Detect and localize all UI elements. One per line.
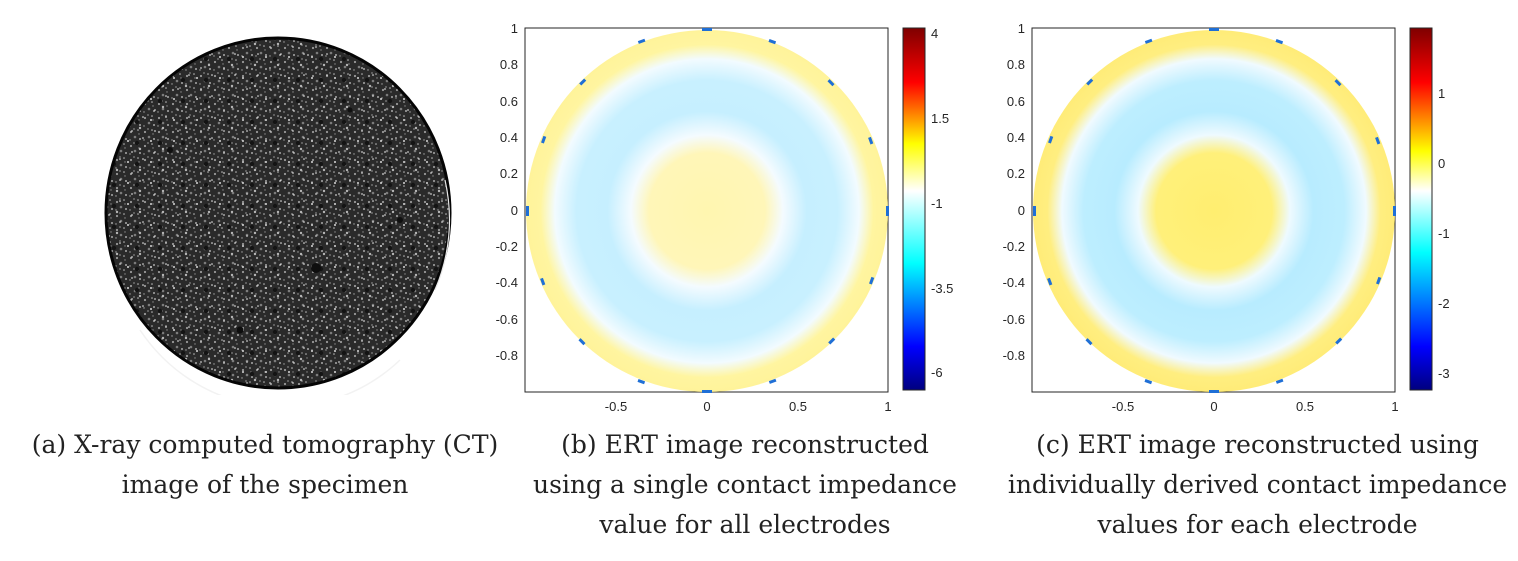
x-tick-label: -0.5 xyxy=(1112,399,1134,414)
y-tick-label: -0.8 xyxy=(1003,348,1025,363)
colorbar-tick-label: -3.5 xyxy=(931,281,953,296)
y-tick-label: 0.4 xyxy=(500,130,518,145)
y-axis: 1 0.8 0.6 0.4 0.2 0 -0.2 -0.4 -0.6 -0.8 xyxy=(496,21,518,363)
caption-line: individually derived contact impedance xyxy=(1007,470,1508,499)
caption-line: (c) ERT image reconstructed using xyxy=(1036,430,1479,459)
x-axis: -0.5 0 0.5 1 xyxy=(605,399,892,414)
caption-line: value for all electrodes xyxy=(599,510,891,539)
colorbar-tick-label: 4 xyxy=(931,26,938,41)
electrode-markers xyxy=(1033,28,1396,393)
colorbar-ticks: 4 1.5 -1 -3.5 -6 xyxy=(931,26,953,380)
ert-plot-individual: 1 0.8 0.6 0.4 0.2 0 -0.2 -0.4 -0.6 -0.8 … xyxy=(997,18,1467,418)
caption-ct: (a) X-ray computed tomography (CT) image… xyxy=(5,425,525,505)
colorbar-tick-label: 1.5 xyxy=(931,111,949,126)
y-tick-label: 0 xyxy=(511,203,518,218)
caption-line: (a) X-ray computed tomography (CT) xyxy=(31,430,499,459)
x-axis: -0.5 0 0.5 1 xyxy=(1112,399,1399,414)
ct-image xyxy=(104,36,452,408)
y-axis: 1 0.8 0.6 0.4 0.2 0 -0.2 -0.4 -0.6 -0.8 xyxy=(1003,21,1025,363)
x-tick-label: 0.5 xyxy=(789,399,807,414)
conductivity-disc xyxy=(1033,30,1395,392)
y-tick-label: -0.8 xyxy=(496,348,518,363)
y-tick-label: -0.6 xyxy=(1003,312,1025,327)
y-tick-label: 0.4 xyxy=(1007,130,1025,145)
colorbar-tick-label: -1 xyxy=(931,196,943,211)
x-tick-label: 0 xyxy=(1210,399,1217,414)
colorbar-tick-label: 1 xyxy=(1438,86,1445,101)
y-tick-label: 0 xyxy=(1018,203,1025,218)
colorbar-ticks: 1 0 -1 -2 -3 xyxy=(1438,86,1450,381)
ct-panel xyxy=(100,30,460,408)
ert-plot-individual-svg: 1 0.8 0.6 0.4 0.2 0 -0.2 -0.4 -0.6 -0.8 … xyxy=(1003,21,1450,414)
colorbar xyxy=(902,27,926,391)
ert-plot-single-svg: 1 0.8 0.6 0.4 0.2 0 -0.2 -0.4 -0.6 -0.8 … xyxy=(496,21,954,414)
ert-plot-single: 1 0.8 0.6 0.4 0.2 0 -0.2 -0.4 -0.6 -0.8 … xyxy=(490,18,960,418)
electrode-markers xyxy=(526,28,889,393)
x-tick-label: 1 xyxy=(1391,399,1398,414)
y-tick-label: 0.2 xyxy=(500,166,518,181)
colorbar-tick-label: 0 xyxy=(1438,156,1445,171)
x-tick-label: 0 xyxy=(703,399,710,414)
colorbar-tick-label: -2 xyxy=(1438,296,1450,311)
y-tick-label: 0.6 xyxy=(500,94,518,109)
x-tick-label: 0.5 xyxy=(1296,399,1314,414)
y-tick-label: 0.6 xyxy=(1007,94,1025,109)
caption-line: using a single contact impedance xyxy=(533,470,957,499)
y-tick-label: 0.2 xyxy=(1007,166,1025,181)
colorbar-tick-label: -6 xyxy=(931,365,943,380)
y-tick-label: 0.8 xyxy=(1007,57,1025,72)
y-tick-label: 0.8 xyxy=(500,57,518,72)
colorbar xyxy=(1409,27,1433,391)
y-tick-label: 1 xyxy=(1018,21,1025,36)
colorbar-tick-label: -1 xyxy=(1438,226,1450,241)
y-tick-label: -0.4 xyxy=(496,275,518,290)
y-tick-label: 1 xyxy=(511,21,518,36)
caption-line: (b) ERT image reconstructed xyxy=(561,430,929,459)
caption-line: image of the specimen xyxy=(121,470,409,499)
y-tick-label: -0.6 xyxy=(496,312,518,327)
y-tick-label: -0.4 xyxy=(1003,275,1025,290)
caption-ert-single: (b) ERT image reconstructed using a sing… xyxy=(520,425,970,545)
colorbar-tick-label: -3 xyxy=(1438,366,1450,381)
y-tick-label: -0.2 xyxy=(496,239,518,254)
y-tick-label: -0.2 xyxy=(1003,239,1025,254)
x-tick-label: -0.5 xyxy=(605,399,627,414)
caption-ert-individual: (c) ERT image reconstructed using indivi… xyxy=(1000,425,1515,545)
caption-line: values for each electrode xyxy=(1097,510,1418,539)
x-tick-label: 1 xyxy=(884,399,891,414)
conductivity-disc xyxy=(526,30,888,392)
